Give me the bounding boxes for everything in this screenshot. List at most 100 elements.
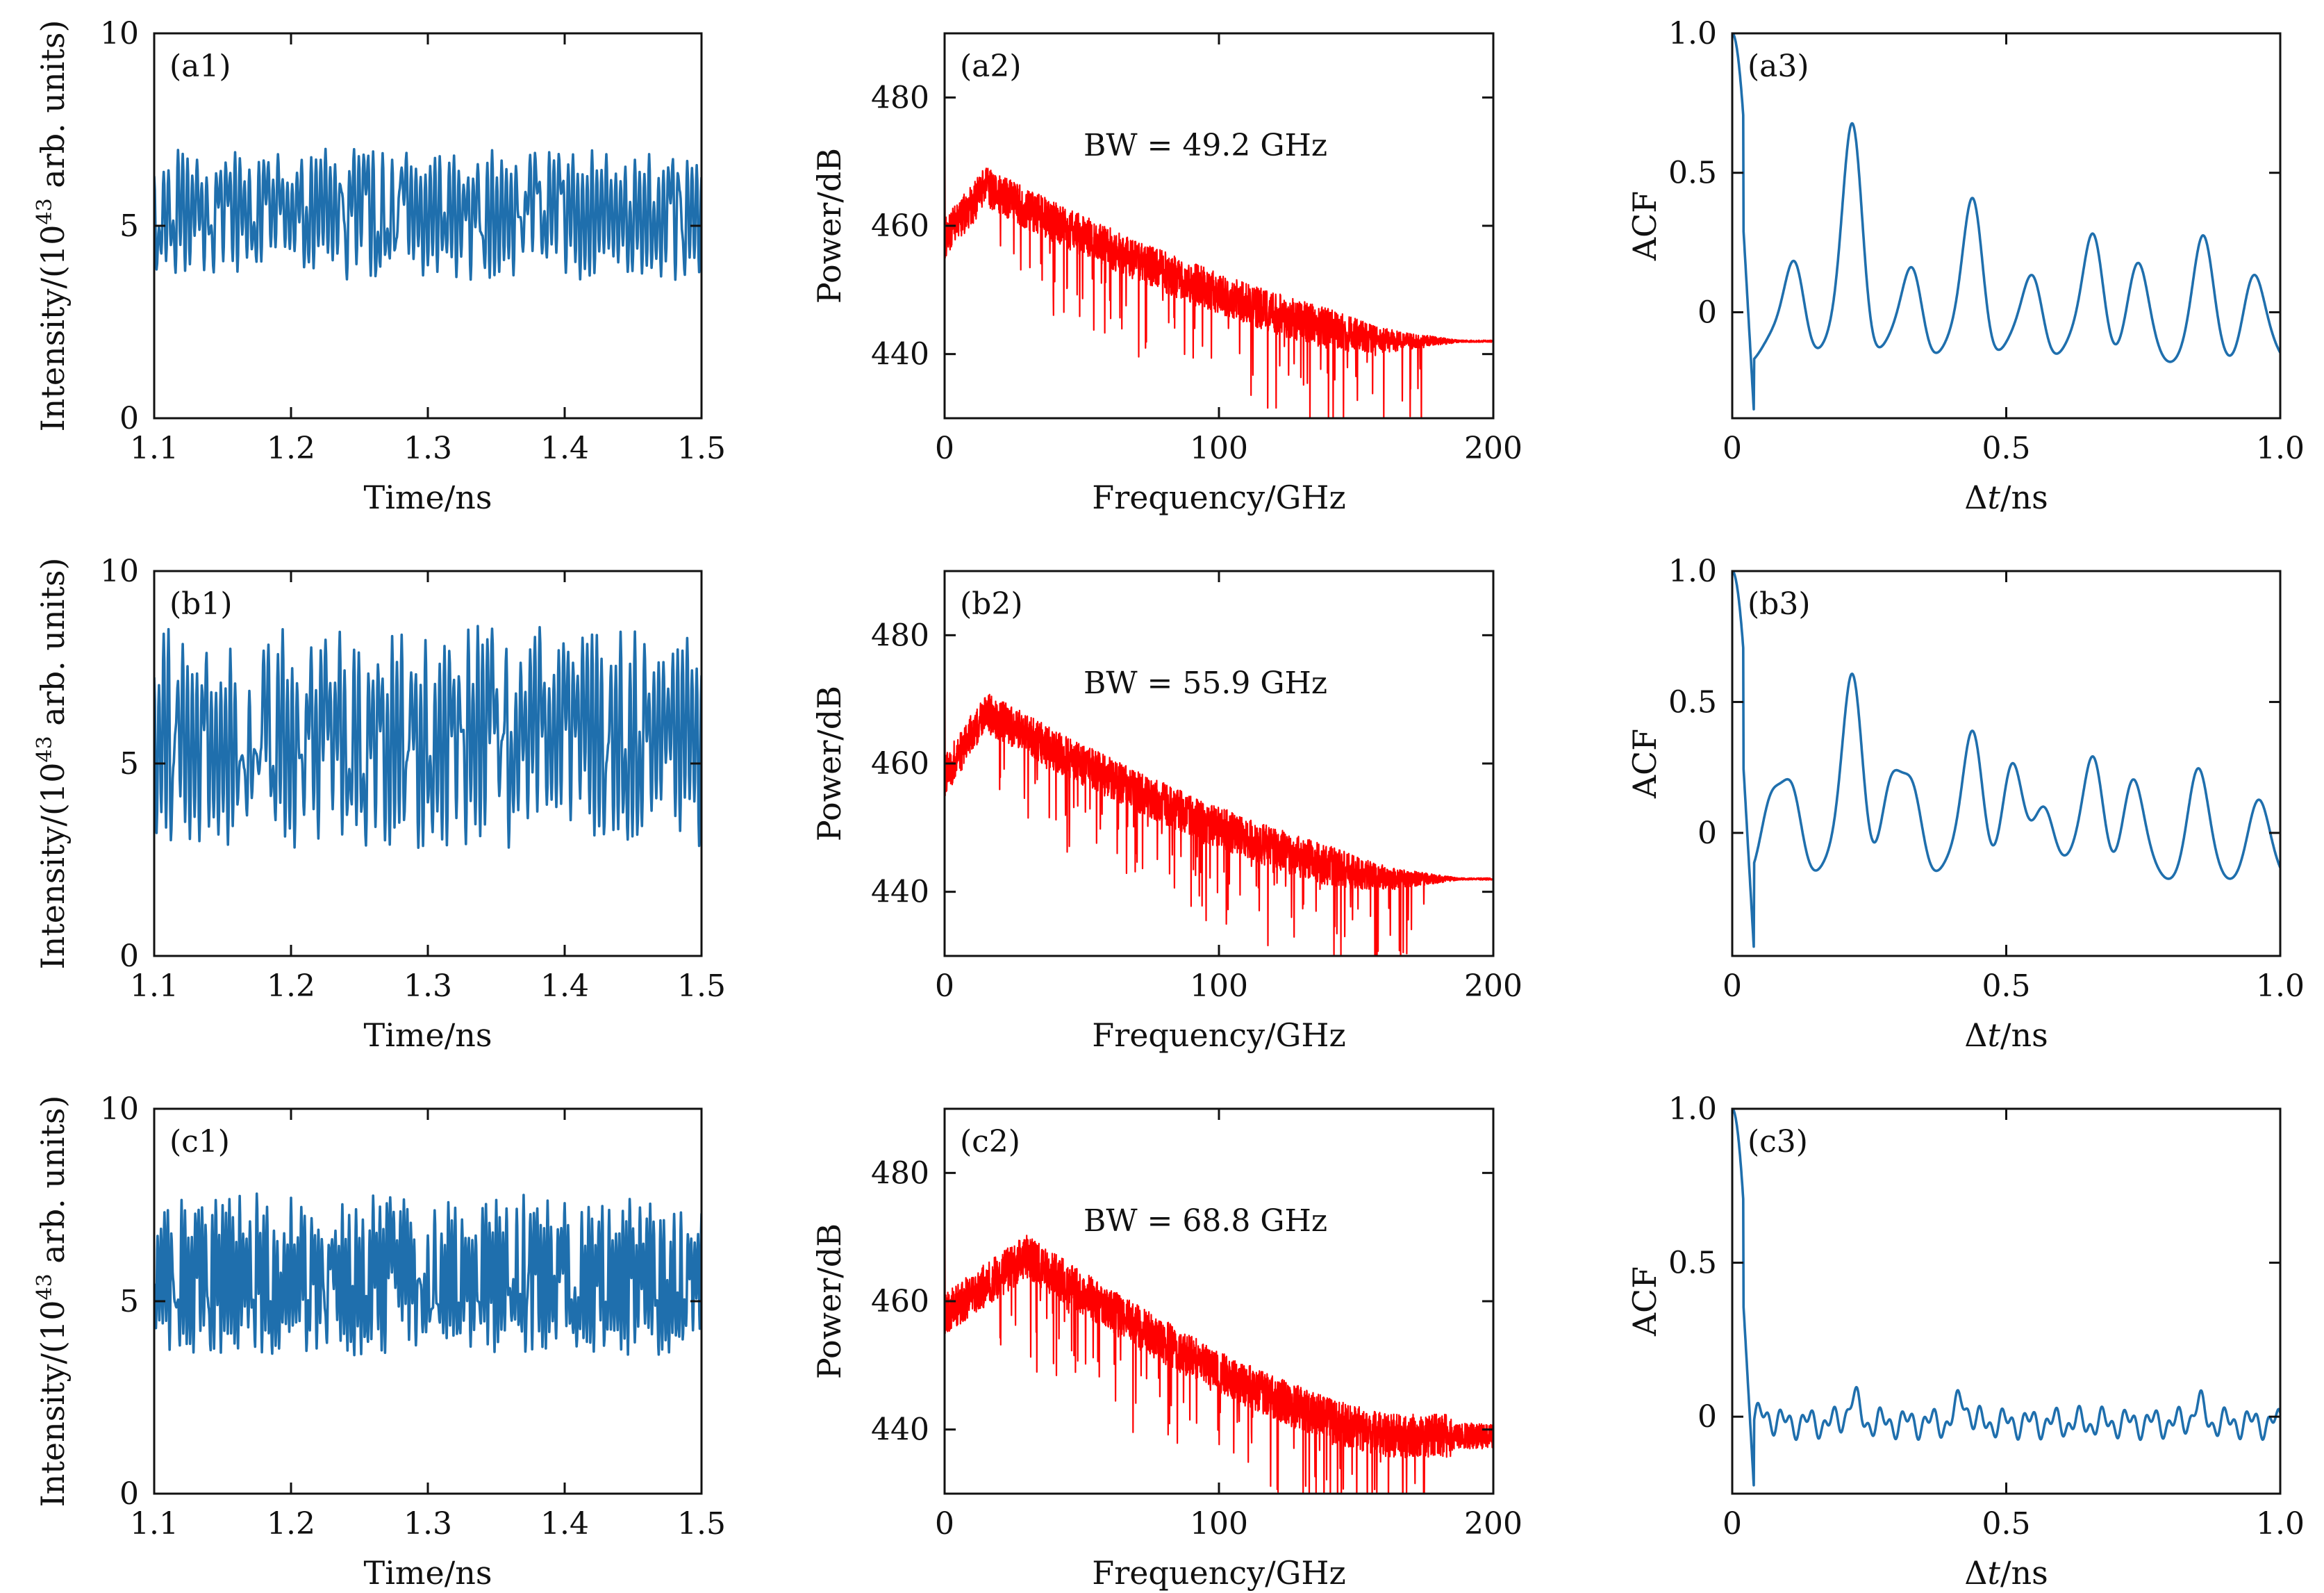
- y-axis-label-a2: Power/dB: [811, 148, 848, 304]
- x-axis-label-b1: Time/ns: [364, 1016, 492, 1054]
- x-tick-label-c1: 1.3: [404, 1506, 452, 1542]
- x-tick-label-a1: 1.4: [540, 431, 589, 466]
- bandwidth-annotation-b2: BW = 55.9 GHz: [1084, 666, 1327, 701]
- x-tick-label-c3: 1.0: [2256, 1506, 2305, 1542]
- y-tick-label-b2: 460: [871, 746, 929, 782]
- y-tick-label-a2: 480: [871, 80, 929, 115]
- panel-a3: 0 0.5 1.0 0 0.5 1.0 Δt/ns ACF (a3): [1626, 16, 2305, 516]
- y-tick-label-a1: 0: [119, 401, 139, 436]
- panel-tag-c3: (c3): [1748, 1124, 1808, 1159]
- panel-c1: 1.1 1.2 1.3 1.4 1.5 0 5 10 Time/ns Intensity/(104…: [33, 1091, 726, 1592]
- panel-tag-a1: (a1): [169, 49, 231, 84]
- x-tick-label-a3: 0.5: [1982, 431, 2031, 466]
- y-tick-label-c2: 460: [871, 1284, 929, 1319]
- x-axis-label-a2: Frequency/GHz: [1092, 479, 1345, 516]
- y-tick-label-b2: 480: [871, 618, 929, 653]
- x-axis-label-b3: Δt/ns: [1964, 1016, 2048, 1054]
- y-tick-label-c3: 0.5: [1668, 1246, 1717, 1281]
- x-axis-label-c1: Time/ns: [364, 1554, 492, 1592]
- y-tick-label-a3: 1.0: [1668, 16, 1717, 51]
- y-axis-label-a1: Intensity/(1043 arb. units): [33, 20, 72, 432]
- y-tick-label-b1: 5: [119, 746, 139, 782]
- y-tick-label-b1: 0: [119, 939, 139, 974]
- y-tick-label-c1: 10: [100, 1091, 139, 1127]
- x-tick-label-c1: 1.1: [130, 1506, 179, 1542]
- x-tick-label-c1: 1.5: [677, 1506, 726, 1542]
- panel-tag-b2: (b2): [960, 586, 1023, 622]
- series-line-a2: [945, 33, 1493, 418]
- x-axis-label-c3: Δt/ns: [1964, 1554, 2048, 1592]
- x-tick-label-c2: 100: [1190, 1506, 1248, 1542]
- x-tick-label-b1: 1.3: [404, 968, 452, 1004]
- series-line-a1: [154, 147, 702, 281]
- x-tick-label-a1: 1.1: [130, 431, 179, 466]
- x-tick-label-c2: 200: [1464, 1506, 1522, 1542]
- x-tick-label-b3: 0.5: [1982, 968, 2031, 1004]
- y-tick-label-a1: 5: [119, 208, 139, 244]
- x-tick-label-c2: 0: [935, 1506, 954, 1542]
- y-tick-label-c1: 0: [119, 1476, 139, 1512]
- panel-tag-b1: (b1): [169, 586, 233, 622]
- panel-tag-c1: (c1): [169, 1124, 230, 1159]
- x-tick-label-c3: 0: [1723, 1506, 1742, 1542]
- y-axis-label-c1: Intensity/(1043 arb. units): [33, 1096, 72, 1508]
- y-tick-label-a1: 10: [100, 16, 139, 51]
- x-tick-label-a1: 1.5: [677, 431, 726, 466]
- y-tick-label-b3: 0: [1698, 816, 1717, 851]
- x-tick-label-a1: 1.3: [404, 431, 452, 466]
- panel-tag-a2: (a2): [960, 49, 1022, 84]
- x-axis-label-b2: Frequency/GHz: [1092, 1016, 1345, 1054]
- y-tick-label-c2: 440: [871, 1412, 929, 1448]
- panel-tag-b3: (b3): [1748, 586, 1811, 622]
- plot-frame-c3: [1731, 1107, 2282, 1495]
- bandwidth-annotation-c2: BW = 68.8 GHz: [1084, 1203, 1327, 1239]
- series-line-b3: [1732, 571, 2280, 948]
- x-tick-label-a2: 200: [1464, 431, 1522, 466]
- y-tick-label-c3: 0: [1698, 1399, 1717, 1435]
- y-axis-label-a3: ACF: [1626, 191, 1663, 261]
- series-line-c1: [154, 1192, 702, 1357]
- x-tick-label-b2: 0: [935, 968, 954, 1004]
- series-line-b2: [945, 571, 1493, 956]
- y-tick-label-a2: 440: [871, 337, 929, 372]
- y-tick-label-c3: 1.0: [1668, 1091, 1717, 1127]
- x-tick-label-b2: 100: [1190, 968, 1248, 1004]
- series-line-b1: [154, 625, 702, 849]
- x-tick-label-c1: 1.4: [540, 1506, 589, 1542]
- y-tick-label-a2: 460: [871, 208, 929, 244]
- x-axis-label-c2: Frequency/GHz: [1092, 1554, 1345, 1592]
- y-axis-label-c3: ACF: [1626, 1266, 1663, 1337]
- x-tick-label-b1: 1.4: [540, 968, 589, 1004]
- panel-a2: 0 100 200 440 460 480 Frequency/GHz Power/dB (a2…: [811, 32, 1522, 516]
- panel-a1: 1.1 1.2 1.3 1.4 1.5 0 5 10 Time/ns Intensity/(104…: [33, 16, 726, 516]
- plot-frame-a3: [1731, 32, 2282, 420]
- y-tick-label-a3: 0: [1698, 295, 1717, 330]
- x-tick-label-b1: 1.1: [130, 968, 179, 1004]
- panel-b2: 0 100 200 440 460 480 Frequency/GHz Power/dB (b2…: [811, 570, 1522, 1054]
- x-tick-label-b3: 1.0: [2256, 968, 2305, 1004]
- y-tick-label-b3: 0.5: [1668, 684, 1717, 720]
- x-tick-label-a1: 1.2: [267, 431, 315, 466]
- panel-b3: 0 0.5 1.0 0 0.5 1.0 Δt/ns ACF (b3): [1626, 554, 2305, 1054]
- panel-tag-a3: (a3): [1748, 49, 1809, 84]
- x-tick-label-a2: 0: [935, 431, 954, 466]
- panel-c2: 0 100 200 440 460 480 Frequency/GHz Power/dB (c2…: [811, 1107, 1522, 1592]
- panel-c3: 0 0.5 1.0 0 0.5 1.0 Δt/ns ACF (c3): [1626, 1091, 2305, 1592]
- x-axis-label-a3: Δt/ns: [1964, 479, 2048, 516]
- x-tick-label-c1: 1.2: [267, 1506, 315, 1542]
- y-axis-label-b3: ACF: [1626, 729, 1663, 799]
- y-tick-label-b3: 1.0: [1668, 554, 1717, 589]
- x-tick-label-b1: 1.2: [267, 968, 315, 1004]
- x-tick-label-c3: 0.5: [1982, 1506, 2031, 1542]
- x-tick-label-a3: 0: [1723, 431, 1742, 466]
- y-axis-label-b1: Intensity/(1043 arb. units): [33, 558, 72, 970]
- x-tick-label-a3: 1.0: [2256, 431, 2305, 466]
- x-tick-label-a2: 100: [1190, 431, 1248, 466]
- x-axis-label-a1: Time/ns: [364, 479, 492, 516]
- plot-frame-b3: [1731, 570, 2282, 957]
- series-line-c2: [945, 1109, 1493, 1494]
- series-line-a3: [1732, 33, 2280, 411]
- x-tick-label-b2: 200: [1464, 968, 1522, 1004]
- y-tick-label-c1: 5: [119, 1284, 139, 1319]
